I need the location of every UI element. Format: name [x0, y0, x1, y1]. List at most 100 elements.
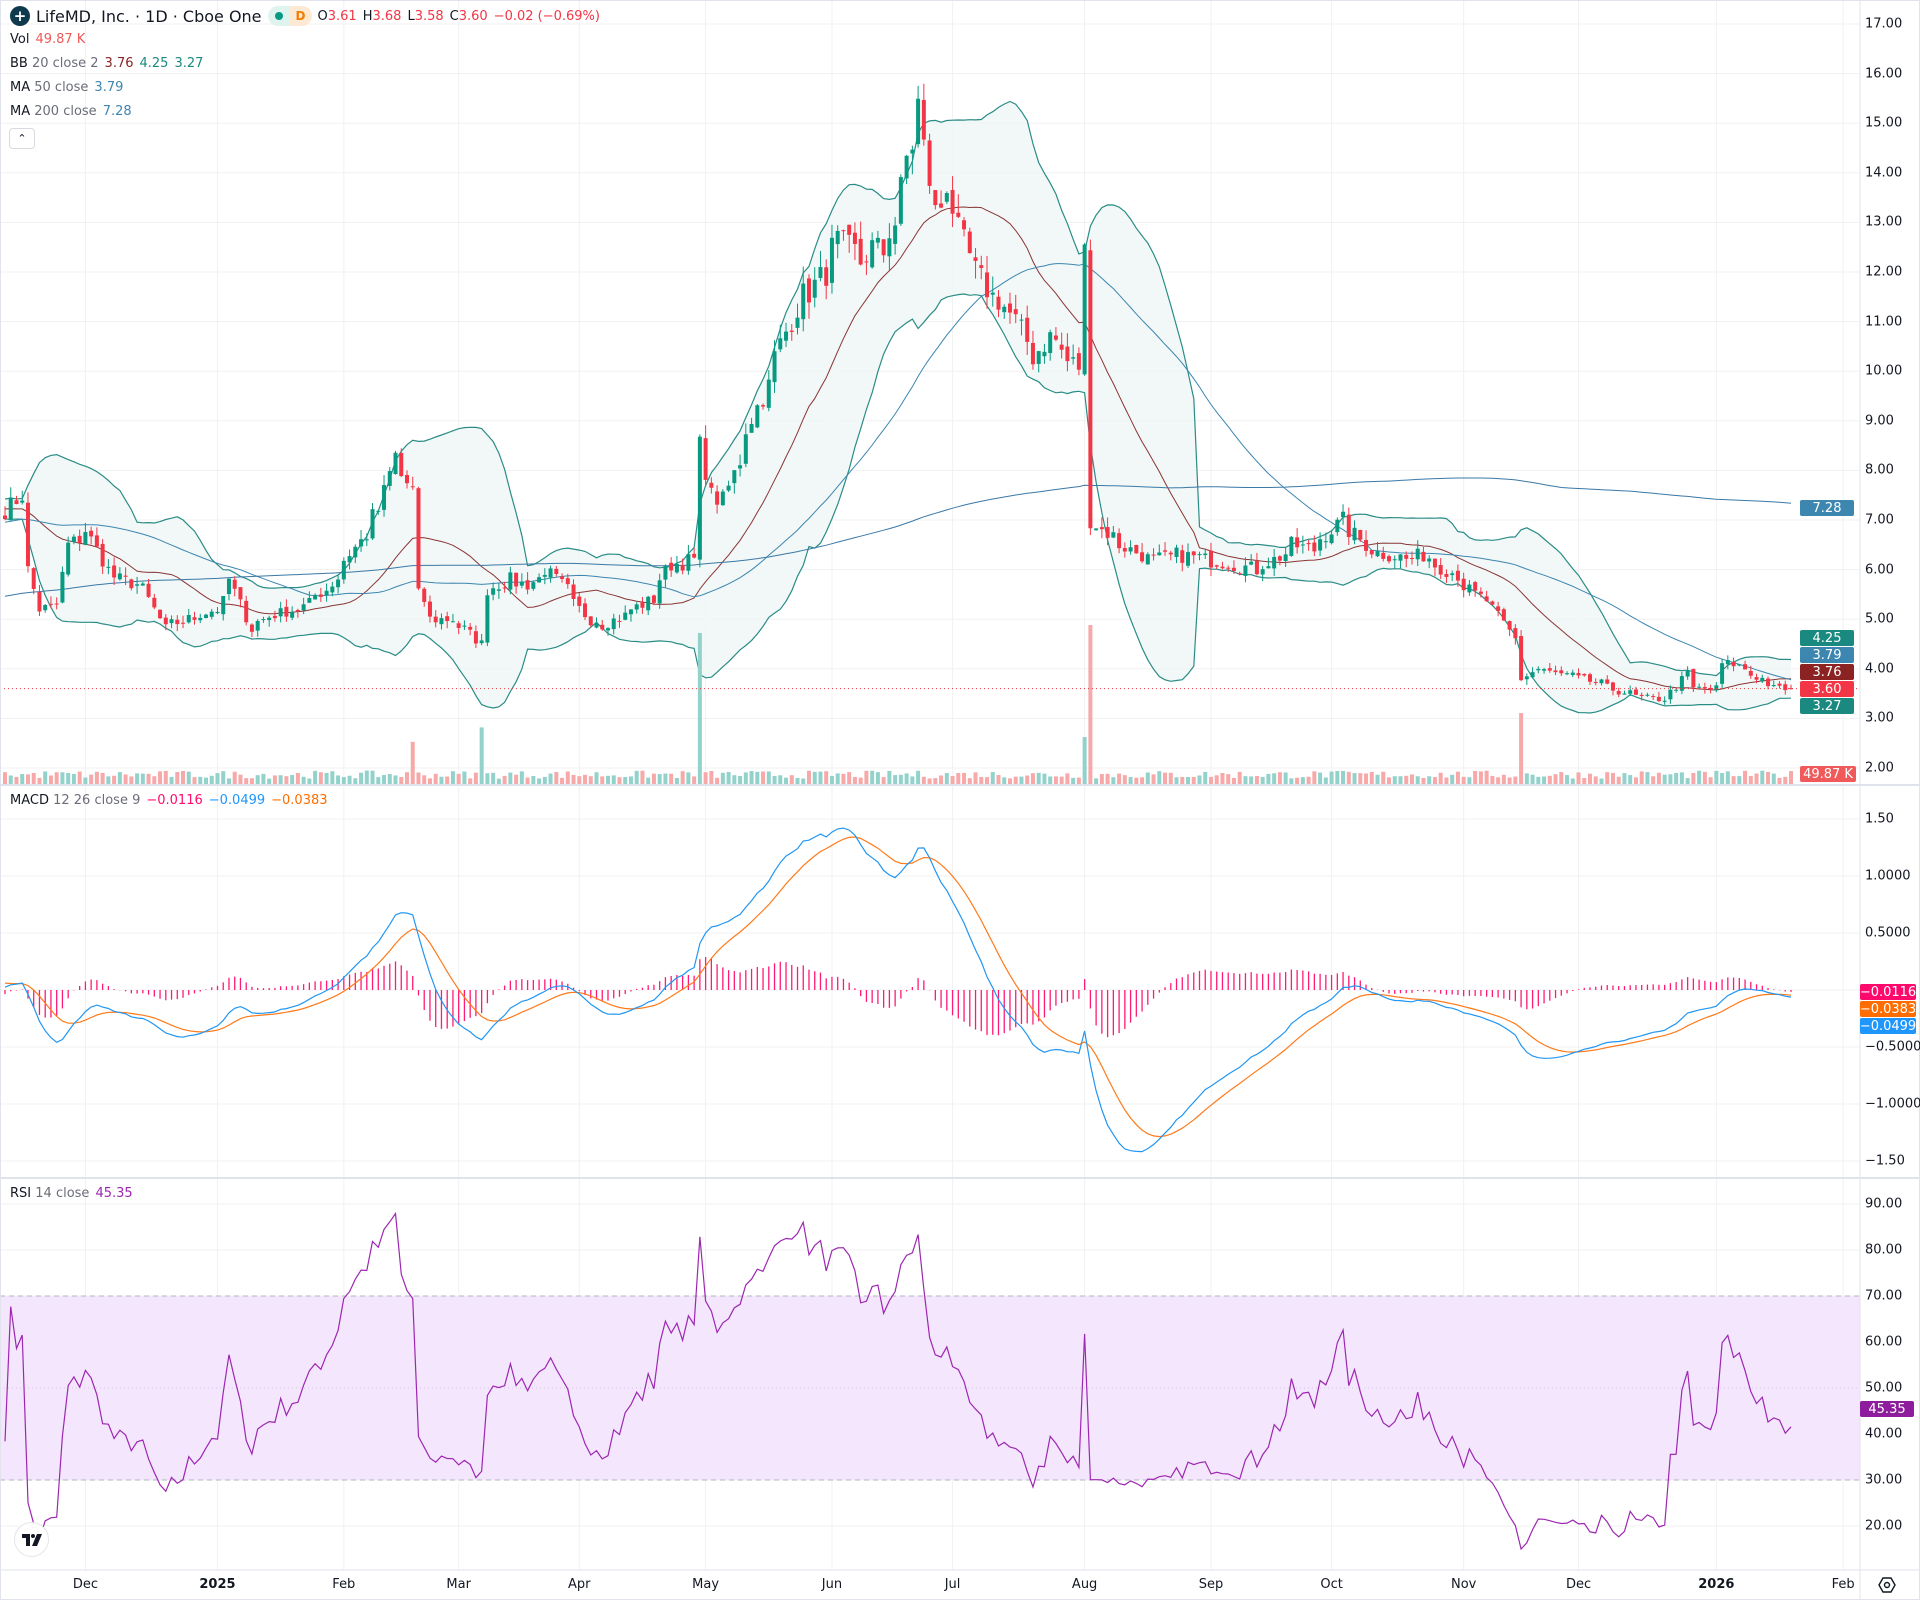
volume-bar: [1186, 776, 1191, 785]
bb-legend[interactable]: BB 20 close 2 3.76 4.25 3.27: [10, 56, 203, 71]
candle-body: [462, 625, 467, 627]
volume-bar: [192, 777, 197, 785]
candle-body: [1191, 551, 1196, 556]
candle-body: [738, 465, 743, 469]
market-open-dot-icon: [267, 6, 290, 26]
volume-bar: [359, 772, 364, 785]
volume-bar: [1105, 773, 1110, 785]
candle-body: [755, 405, 760, 428]
candle-body: [623, 612, 628, 620]
volume-bar: [1134, 777, 1139, 785]
candle-body: [766, 379, 771, 408]
volume-bar: [715, 777, 720, 785]
ma50-legend[interactable]: MA 50 close 3.79: [10, 80, 123, 95]
candle-body: [1766, 678, 1771, 687]
volume-bar: [944, 773, 949, 785]
time-axis-label: Sep: [1198, 1577, 1224, 1592]
volume-bar: [1737, 776, 1742, 785]
high-label: H: [362, 8, 373, 24]
candle-body: [60, 571, 65, 603]
candle-body: [669, 562, 674, 571]
candle-body: [893, 225, 898, 244]
volume-bar: [60, 772, 65, 785]
rsi-tick-label: 80.00: [1865, 1242, 1903, 1258]
volume-bar: [422, 775, 427, 785]
volume-bar: [226, 778, 231, 785]
volume-bar: [209, 775, 214, 785]
volume-bar: [146, 773, 151, 785]
candle-body: [1685, 670, 1690, 677]
candle-body: [967, 231, 972, 254]
volume-bar: [858, 777, 863, 785]
market-status-badge[interactable]: D: [267, 6, 312, 26]
macd-signal-value: −0.0383: [271, 793, 328, 808]
indicator-name: Vol: [10, 32, 30, 47]
volume-bar: [1599, 778, 1604, 785]
candle-body: [1260, 569, 1265, 575]
volume-bar: [25, 774, 30, 785]
settings-icon: [1878, 1577, 1896, 1593]
volume-bar: [330, 771, 335, 785]
rsi-band: [0, 1295, 1860, 1481]
candle-body: [806, 278, 811, 303]
candle-body: [410, 486, 415, 488]
volume-bar: [743, 772, 748, 785]
rsi-legend[interactable]: RSI 14 close 45.35: [10, 1186, 133, 1201]
candle-body: [1122, 548, 1127, 552]
candle-body: [1266, 566, 1271, 569]
chart-settings-button[interactable]: [1876, 1574, 1898, 1596]
volume-bar: [956, 773, 961, 785]
volume-bar: [1404, 775, 1409, 785]
candle-body: [732, 470, 737, 484]
candle-body: [835, 230, 840, 245]
candle-body: [1076, 353, 1081, 370]
symbol-title[interactable]: LifeMD, Inc. · 1D · Cboe One: [36, 6, 262, 26]
volume-bar: [1461, 776, 1466, 785]
volume-bar: [1645, 772, 1650, 785]
candle-body: [83, 532, 88, 545]
candle-body: [353, 546, 358, 558]
volume-bar: [1662, 774, 1667, 785]
volume-bar: [1375, 774, 1380, 785]
candle-body: [37, 591, 42, 612]
candle-body: [1633, 689, 1638, 695]
volume-bar: [881, 777, 886, 785]
candle-body: [1295, 537, 1300, 548]
volume-bar: [135, 773, 140, 785]
indicator-params: 20 close 2: [31, 56, 99, 71]
price-tick-label: 12.00: [1865, 264, 1903, 280]
macd-tick-label: −1.0000: [1865, 1096, 1920, 1112]
candle-body: [927, 140, 932, 186]
macd-legend[interactable]: MACD 12 26 close 9 −0.0116 −0.0499 −0.03…: [10, 793, 328, 808]
candle-body: [1111, 532, 1116, 538]
low-value: 3.58: [414, 8, 444, 24]
volume-bar: [1243, 776, 1248, 785]
volume-bar: [198, 776, 203, 785]
tradingview-logo[interactable]: [14, 1522, 49, 1557]
candlesticks: [0, 83, 1860, 705]
time-axis-label: Oct: [1320, 1577, 1343, 1592]
rsi-tick-label: 20.00: [1865, 1518, 1903, 1534]
volume-legend[interactable]: Vol 49.87 K: [10, 32, 85, 47]
volume-bar: [1099, 774, 1104, 785]
volume-bar: [1427, 776, 1432, 785]
ma200-legend[interactable]: MA 200 close 7.28: [10, 104, 132, 119]
volume-bar: [1352, 773, 1357, 785]
indicator-name: BB: [10, 56, 28, 71]
collapse-legend-button[interactable]: ⌃: [9, 128, 35, 149]
volume-value: 49.87 K: [35, 32, 86, 47]
candle-body: [1341, 511, 1346, 518]
volume-bar: [571, 774, 576, 785]
volume-bar: [295, 772, 300, 785]
candle-body: [1398, 554, 1403, 561]
candle-body: [1323, 541, 1328, 543]
candle-body: [1272, 556, 1277, 569]
volume-bar: [1007, 778, 1012, 785]
candle-body: [1651, 696, 1656, 698]
candle-body: [824, 267, 829, 286]
candle-body: [198, 617, 203, 621]
candle-body: [370, 509, 375, 539]
candle-body: [692, 553, 697, 558]
candle-body: [605, 628, 610, 631]
